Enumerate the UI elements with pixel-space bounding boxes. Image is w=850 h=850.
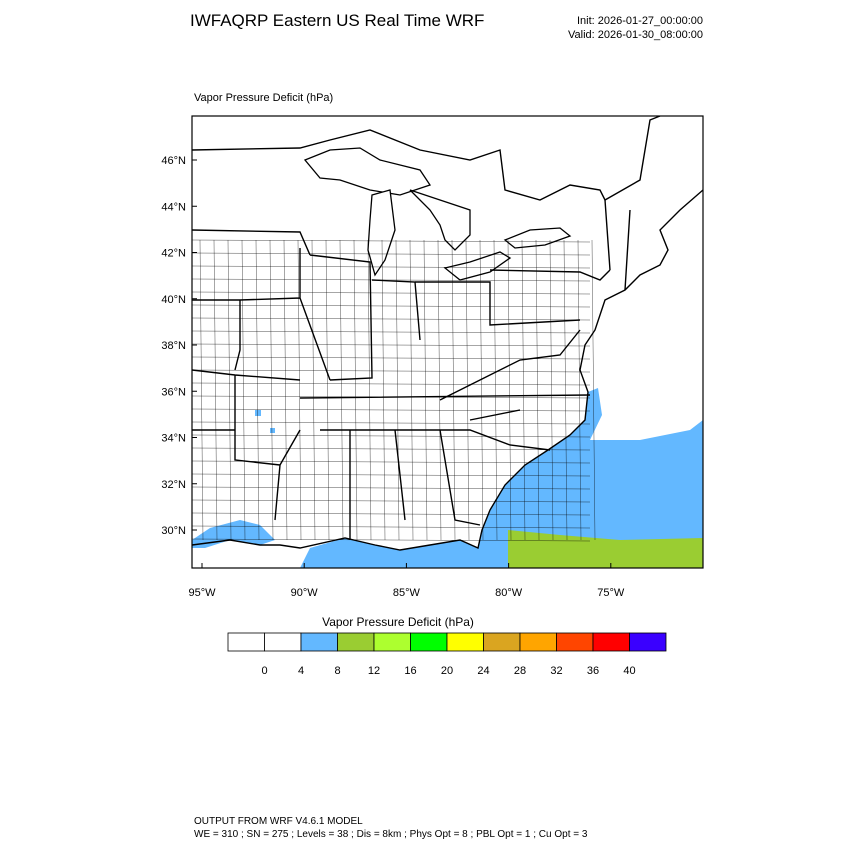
colorbar-box — [264, 632, 302, 652]
colorbar-box — [556, 632, 594, 652]
colorbar-box — [446, 632, 484, 652]
lat-label: 46°N — [161, 155, 186, 167]
title: IWFAQRP Eastern US Real Time WRF — [190, 11, 484, 30]
colorbar-title: Vapor Pressure Deficit (hPa) — [322, 615, 474, 629]
lon-label: 75°W — [597, 587, 625, 599]
colorbar-box — [337, 632, 375, 652]
colorbar-label: 16 — [404, 665, 416, 677]
lat-label: 32°N — [161, 479, 186, 491]
lat-label: 44°N — [161, 201, 186, 213]
lon-label: 95°W — [188, 587, 216, 599]
lat-label: 38°N — [161, 340, 186, 352]
valid-time: Valid: 2026-01-30_08:00:00 — [568, 29, 703, 41]
lat-label: 42°N — [161, 248, 186, 260]
colorbar-box — [519, 632, 557, 652]
colorbar-box — [592, 632, 630, 652]
lon-label: 90°W — [291, 587, 319, 599]
footer-line: OUTPUT FROM WRF V4.6.1 MODEL — [194, 816, 363, 827]
colorbar-label: 36 — [587, 665, 599, 677]
lat-label: 34°N — [161, 433, 186, 445]
colorbar-label: 0 — [261, 665, 267, 677]
colorbar-box — [483, 632, 521, 652]
map — [192, 116, 703, 568]
lat-label: 40°N — [161, 294, 186, 306]
colorbar-label: 24 — [477, 665, 489, 677]
colorbar-box — [300, 632, 338, 652]
lon-label: 80°W — [495, 587, 523, 599]
colorbar-label: 40 — [623, 665, 635, 677]
colorbar-box — [629, 632, 667, 652]
colorbar-label: 8 — [334, 665, 340, 677]
colorbar-label: 28 — [514, 665, 526, 677]
colorbar-label: 20 — [441, 665, 453, 677]
footer-line: WE = 310 ; SN = 275 ; Levels = 38 ; Dis … — [194, 829, 588, 840]
map-frame — [191, 115, 704, 569]
lat-label: 30°N — [161, 525, 186, 537]
colorbar-box — [410, 632, 448, 652]
init-time: Init: 2026-01-27_00:00:00 — [577, 15, 703, 27]
map-title: Vapor Pressure Deficit (hPa) — [194, 92, 333, 104]
lon-label: 85°W — [393, 587, 421, 599]
lat-label: 36°N — [161, 386, 186, 398]
colorbar-box — [227, 632, 265, 652]
colorbar-label: 12 — [368, 665, 380, 677]
colorbar-label: 32 — [550, 665, 562, 677]
colorbar-box — [373, 632, 411, 652]
colorbar-label: 4 — [298, 665, 304, 677]
